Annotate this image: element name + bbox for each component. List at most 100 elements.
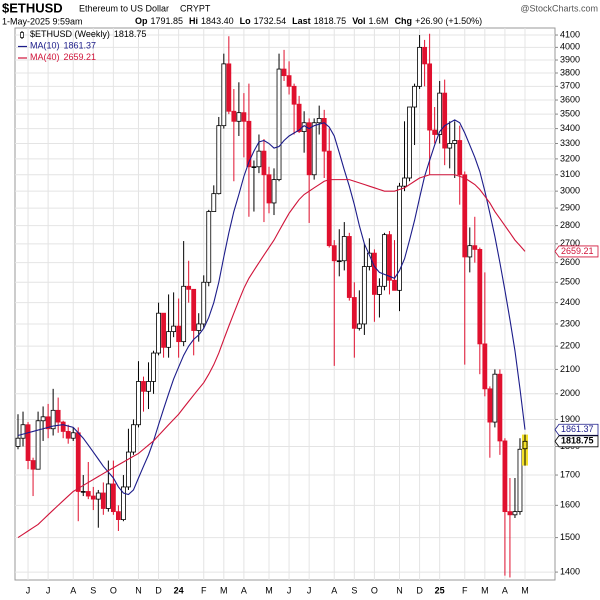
y-tick-label: 3400 xyxy=(560,123,580,133)
candle-body xyxy=(326,150,332,247)
candle-body xyxy=(100,492,106,509)
y-tick-label: 2500 xyxy=(560,277,580,287)
quote-value: 1.6M xyxy=(369,16,389,26)
candle-body xyxy=(136,381,141,426)
y-tick-label: 1500 xyxy=(560,532,580,542)
y-tick-label: 3500 xyxy=(560,108,580,118)
candle-body xyxy=(80,491,86,493)
candle-body xyxy=(246,120,252,168)
x-tick-label: S xyxy=(351,585,357,595)
value-tag xyxy=(554,435,599,448)
x-tick-label: M xyxy=(220,585,228,595)
candle-body xyxy=(306,122,312,176)
candle-body xyxy=(241,112,247,122)
y-tick-label: 4100 xyxy=(560,29,580,39)
candle-body xyxy=(231,110,237,122)
candle-body xyxy=(382,234,387,287)
x-tick-label: D xyxy=(416,585,423,595)
ma-line xyxy=(17,174,526,539)
x-tick-label: F xyxy=(462,585,468,595)
candle-body xyxy=(402,177,407,187)
candle-body xyxy=(20,424,26,439)
candle-body xyxy=(131,424,136,453)
y-tick-label: 3300 xyxy=(560,138,580,148)
quote-label: Last xyxy=(292,16,311,26)
candle-body xyxy=(105,483,111,509)
candle-body xyxy=(417,46,422,87)
y-tick-label: 3100 xyxy=(560,169,580,179)
x-tick-label: A xyxy=(70,585,76,595)
y-tick-label: 1600 xyxy=(560,500,580,510)
x-tick-label: A xyxy=(241,585,247,595)
candle-body xyxy=(181,285,187,343)
x-tick-label: A xyxy=(331,585,337,595)
candle-body xyxy=(351,297,357,329)
candle-body xyxy=(141,381,146,392)
candle-body xyxy=(467,245,473,258)
quote-value: +26.90 (+1.50%) xyxy=(415,16,482,26)
y-tick-label: 2700 xyxy=(560,238,580,248)
candle-body xyxy=(70,432,76,439)
value-tag-label: 1861.37 xyxy=(561,424,594,434)
candle-body xyxy=(251,166,257,168)
candle-body xyxy=(522,440,528,450)
candle-body xyxy=(452,140,458,144)
candle-body xyxy=(25,424,31,461)
candle-body xyxy=(126,451,131,488)
candle-body xyxy=(336,260,342,262)
value-tag-label: 1818.75 xyxy=(561,436,594,446)
candle-body xyxy=(226,63,232,112)
candle-body xyxy=(412,85,417,108)
x-tick-label: A xyxy=(502,585,508,595)
chart-subtitle: Ethereum to US Dollar xyxy=(79,3,169,13)
quote-label: Op xyxy=(135,16,148,26)
y-tick-label: 3800 xyxy=(560,67,580,77)
candle-body xyxy=(196,323,202,331)
candle-body xyxy=(316,118,322,124)
date: 1-May-2025 9:59am xyxy=(2,16,83,26)
candle-body xyxy=(35,420,41,470)
candle-body xyxy=(286,75,292,87)
y-tick-label: 3200 xyxy=(560,153,580,163)
legend-value: 1861.37 xyxy=(64,41,97,51)
candle-body xyxy=(442,92,448,149)
candle-body xyxy=(256,150,262,168)
candle-body xyxy=(75,432,81,492)
candle-body xyxy=(341,236,347,262)
value-tag xyxy=(554,245,599,258)
candle-body xyxy=(512,511,518,516)
legend-value: 1818.75 xyxy=(114,29,147,39)
candle-body xyxy=(477,248,483,345)
candle-body xyxy=(55,409,61,423)
candle-body xyxy=(15,437,21,447)
y-tick-label: 3600 xyxy=(560,94,580,104)
candle-body xyxy=(90,495,96,500)
candle-body xyxy=(457,140,463,176)
y-tick-label: 2100 xyxy=(560,364,580,374)
y-tick-label: 2400 xyxy=(560,297,580,307)
quote-value: 1843.40 xyxy=(201,16,234,26)
x-tick-label: D xyxy=(155,585,162,595)
quote: Op 1791.85 Hi 1843.40 Lo 1732.54 Last 1818.75 Vo… xyxy=(135,16,482,26)
candle-body xyxy=(191,288,197,331)
chart-title: $ETHUSD xyxy=(2,0,63,15)
candle-body xyxy=(216,125,222,195)
candle-body xyxy=(95,492,101,500)
x-tick-label: J xyxy=(307,585,312,595)
candle-body xyxy=(392,279,397,291)
candle-body xyxy=(361,266,367,325)
y-tick-label: 1700 xyxy=(560,469,580,479)
quote-label: Hi xyxy=(189,16,198,26)
candle-body xyxy=(186,285,192,290)
candle-body xyxy=(397,185,402,291)
x-tick-label: M xyxy=(481,585,489,595)
x-tick-label: N xyxy=(135,585,142,595)
candle-body xyxy=(50,409,56,430)
candle-body xyxy=(221,63,227,127)
legend-symbol xyxy=(20,32,24,38)
x-tick-label: O xyxy=(110,585,117,595)
candle-body xyxy=(447,143,453,149)
x-tick-label: 25 xyxy=(435,585,445,595)
candle-body xyxy=(377,285,382,295)
candle-body xyxy=(321,118,327,152)
